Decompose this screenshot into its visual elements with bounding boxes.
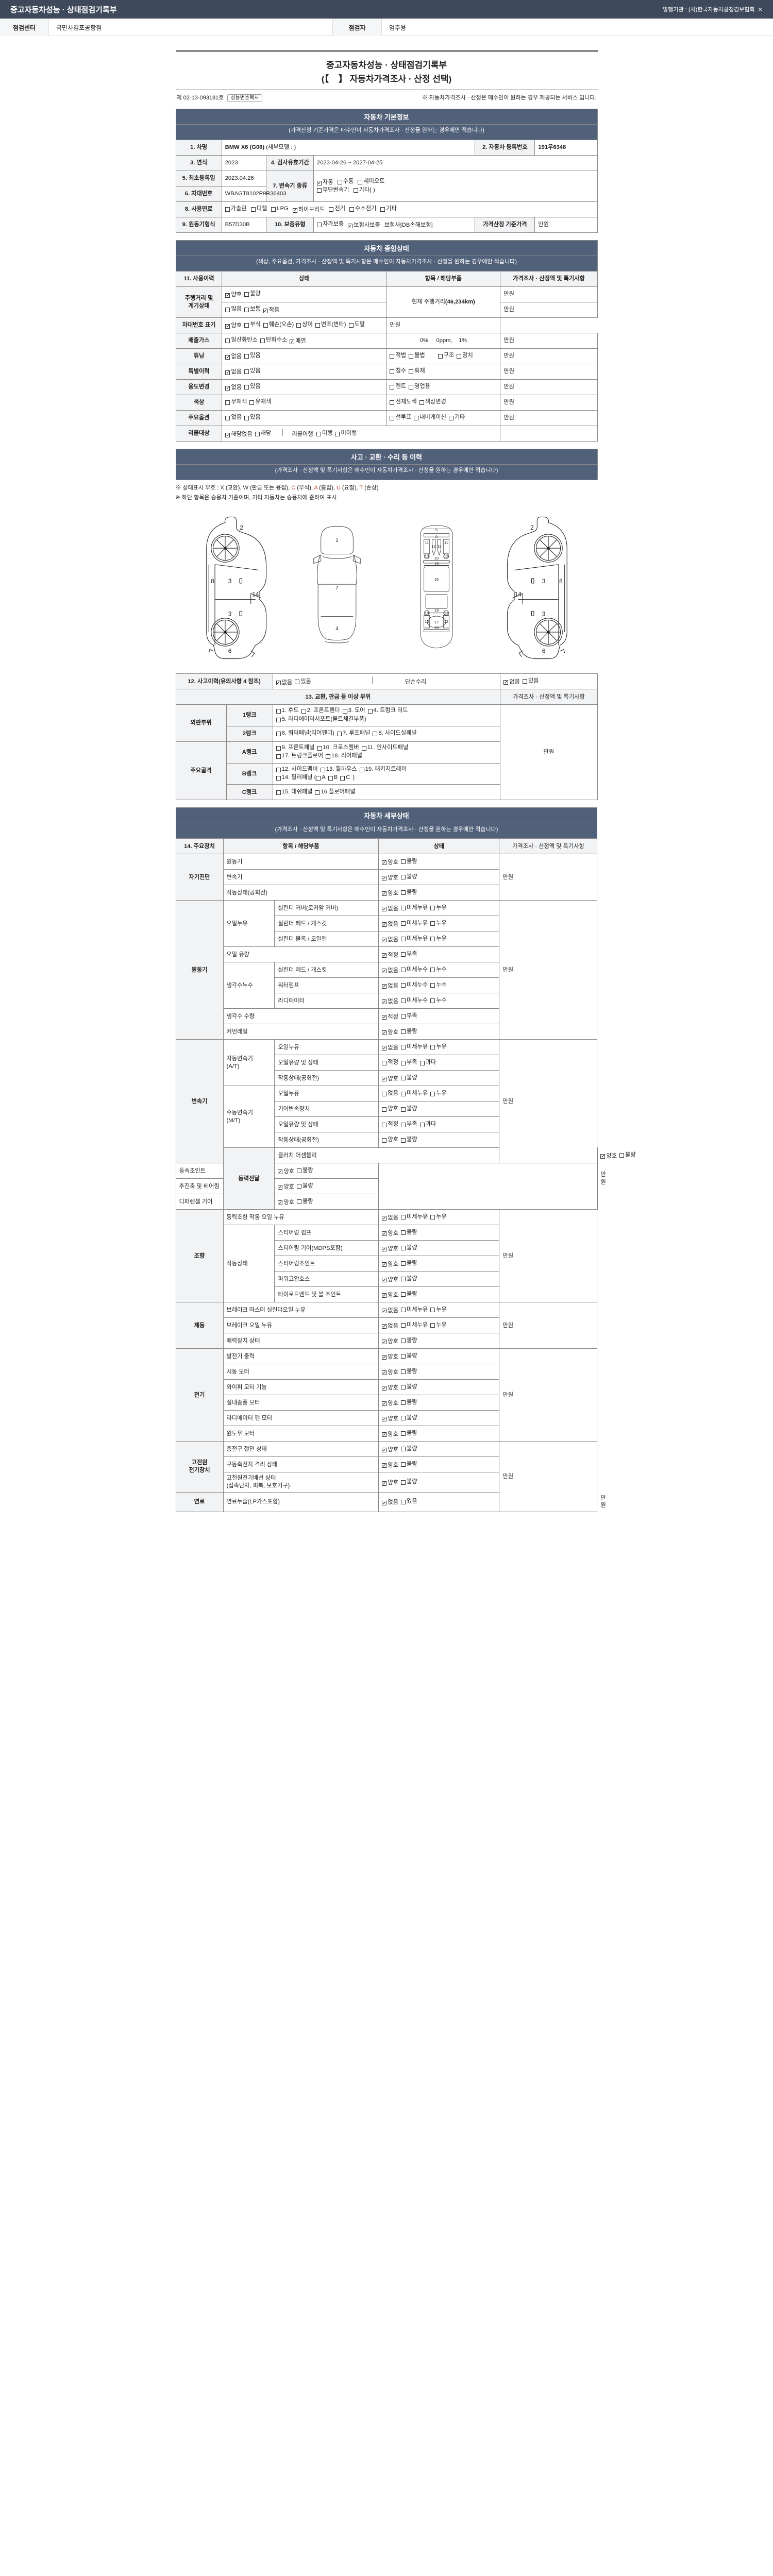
- svg-text:12: 12: [444, 620, 448, 624]
- svg-text:10: 10: [434, 556, 439, 561]
- svg-text:1: 1: [335, 538, 338, 544]
- svg-text:12: 12: [431, 544, 436, 549]
- svg-text:19: 19: [434, 608, 439, 613]
- svg-text:12: 12: [424, 620, 429, 624]
- svg-text:8: 8: [559, 578, 563, 585]
- svg-text:15: 15: [434, 562, 439, 566]
- svg-text:13: 13: [444, 554, 448, 559]
- svg-text:3: 3: [542, 578, 545, 585]
- svg-text:13: 13: [424, 611, 429, 616]
- svg-text:6: 6: [542, 648, 545, 655]
- svg-text:12: 12: [437, 544, 442, 549]
- svg-text:17: 17: [434, 620, 439, 624]
- svg-text:11: 11: [425, 541, 429, 546]
- svg-text:16: 16: [434, 577, 439, 582]
- svg-text:9: 9: [435, 535, 437, 539]
- svg-text:2: 2: [530, 524, 534, 531]
- svg-text:7: 7: [335, 586, 338, 591]
- svg-text:3: 3: [228, 611, 231, 618]
- svg-text:8: 8: [211, 578, 214, 585]
- svg-text:5: 5: [435, 528, 437, 532]
- svg-text:2: 2: [240, 524, 243, 531]
- svg-text:3: 3: [228, 578, 231, 585]
- svg-text:6: 6: [228, 648, 231, 655]
- svg-text:14: 14: [252, 591, 259, 598]
- svg-text:13: 13: [424, 554, 429, 559]
- svg-text:4: 4: [335, 626, 339, 632]
- svg-text:13: 13: [444, 611, 448, 616]
- svg-text:14: 14: [514, 591, 522, 598]
- svg-text:11: 11: [444, 541, 448, 546]
- svg-text:18: 18: [434, 625, 439, 630]
- svg-text:3: 3: [542, 611, 545, 618]
